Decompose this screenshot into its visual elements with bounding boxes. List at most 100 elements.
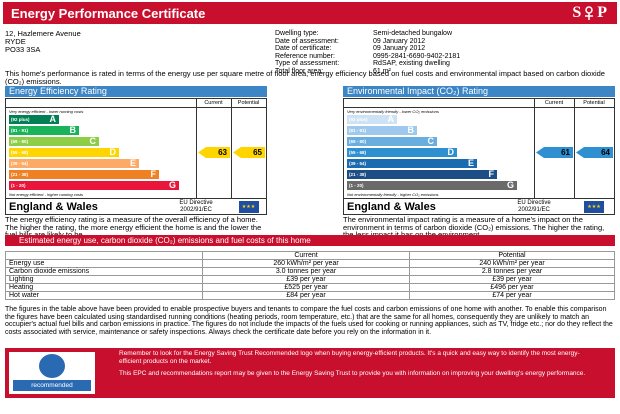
table-row: Energy use 260 kWh/m² per year 240 kWh/m² …	[5, 259, 615, 268]
header-bar: Energy Performance Certificate S P	[3, 2, 617, 24]
column-header: Potential	[237, 100, 260, 106]
table-cell: £39 per year	[409, 275, 615, 284]
table-cell: £84 per year	[202, 291, 410, 300]
band-letter: A	[387, 114, 395, 124]
column-rule	[534, 99, 535, 199]
detail-row: Date of assessment: 09 January 2012	[275, 37, 425, 46]
table-cell: 2.8 tonnes per year	[409, 267, 615, 276]
detail-row: Dwelling type: Semi-detached bungalow	[275, 30, 452, 38]
detail-label: Dwelling type:	[275, 30, 319, 37]
table-cell: Hot water	[5, 291, 203, 300]
detail-row: Reference number: 0995-2841-6690-9402-218…	[275, 52, 460, 61]
table-row: Heating £525 per year £496 per year	[5, 283, 615, 292]
band: (92 plus) A	[347, 115, 397, 124]
footer-text: This EPC and recommendations report may …	[119, 370, 586, 377]
band-letter: B	[69, 125, 77, 135]
detail-value: 61 m²	[373, 67, 391, 75]
band-range: (92 plus)	[11, 117, 30, 122]
rule	[6, 198, 266, 199]
table-cell: 240 kWh/m² per year	[409, 259, 615, 268]
band-range: (39 - 54)	[349, 161, 367, 166]
footer: recommended Remember to look for the Ene…	[5, 348, 615, 398]
address: 12, Hazlemere Avenue RYDE PO33 3SA	[5, 30, 81, 54]
band-range: (55 - 68)	[349, 150, 367, 155]
directive-line: EU Directive	[179, 200, 213, 206]
band: (21 - 38) F	[9, 170, 159, 179]
logo-text: recommended	[13, 380, 91, 391]
detail-value: 09 January 2012	[373, 45, 426, 52]
detail-row: Type of assessment: RdSAP, existing dwell…	[275, 60, 450, 68]
note: The figures in the table above have been…	[5, 306, 613, 337]
region: England & Wales	[9, 201, 98, 213]
detail-label: Reference number:	[275, 52, 335, 60]
table-cell: £39 per year	[202, 275, 410, 284]
detail-value: Semi-detached bungalow	[373, 30, 452, 37]
directive: EU Directive 2002/91/EC	[504, 200, 564, 213]
directive-line: 2002/91/EC	[180, 206, 212, 213]
top-note: Very energy efficient - lower running co…	[9, 109, 84, 114]
rating-panel: Environmental Impact (CO₂) Rating Current…	[343, 86, 615, 238]
detail-row: Total floor area: 61 m²	[275, 67, 391, 76]
region: England & Wales	[347, 201, 436, 213]
logo-left: S	[572, 4, 582, 21]
address-line: PO33 3SA	[5, 45, 41, 54]
details: Dwelling type: Semi-detached bungalow Date…	[275, 30, 460, 76]
detail-label: Type of assessment:	[275, 60, 340, 67]
table-row: Lighting £39 per year £39 per year	[5, 275, 615, 284]
rating-panel: Energy Efficiency Rating Current Potential…	[5, 86, 267, 238]
column-header: Current	[204, 100, 223, 106]
band: (39 - 54) E	[9, 159, 139, 168]
directive-line: 2002/91/EC	[518, 206, 550, 213]
potential-rating: 65	[233, 147, 265, 158]
band-letter: F	[150, 169, 157, 179]
band: (21 - 38) F	[347, 170, 497, 179]
column-header: Current	[544, 100, 564, 106]
table-header: Current Potential	[5, 251, 615, 260]
rating-chart: Current Potential Very environmentally fri…	[343, 98, 615, 215]
detail-label: Total floor area:	[275, 67, 324, 75]
band-range: (81 - 91)	[11, 128, 29, 133]
top-note: Very environmentally friendly - lower CO…	[347, 109, 439, 114]
band: (55 - 68) D	[9, 148, 119, 157]
band-letter: F	[488, 169, 495, 179]
current-rating: 61	[536, 147, 573, 158]
band: (39 - 54) E	[347, 159, 477, 168]
table-cell: £74 per year	[409, 291, 615, 300]
header-cell: Current	[202, 251, 410, 260]
detail-value: 09 January 2012	[373, 37, 426, 45]
logo-icon	[585, 6, 594, 20]
directive: EU Directive 2002/91/EC	[166, 200, 226, 213]
column-rule	[574, 99, 575, 199]
rule	[344, 107, 614, 108]
band: (1 - 20) G	[9, 181, 179, 190]
section-title: Estimated energy use, carbon dioxide (CO…	[5, 235, 615, 246]
band-range: (92 plus)	[349, 117, 368, 122]
band: (69 - 80) C	[347, 137, 437, 146]
detail-label: Date of assessment:	[275, 37, 339, 45]
rule	[6, 107, 266, 108]
header-cell	[5, 251, 203, 260]
bottom-note: Not energy efficient - higher running co…	[9, 192, 84, 197]
detail-label: Date of certificate:	[275, 45, 332, 52]
band-letter: G	[168, 180, 176, 190]
title: Energy Performance Certificate	[11, 6, 206, 21]
table-cell: Carbon dioxide emissions	[5, 267, 203, 276]
table-cell: Lighting	[5, 275, 203, 284]
table-row: Carbon dioxide emissions 3.0 tonnes per y…	[5, 267, 615, 276]
eu-flag: ★★★	[584, 201, 604, 213]
sap-logo: S P	[572, 4, 607, 22]
column-header: Potential	[583, 100, 605, 106]
band-letter: E	[467, 158, 474, 168]
detail-value: 0995-2841-6690-9402-2181	[373, 52, 461, 60]
estimates-table: Current Potential Energy use 260 kWh/m² per…	[5, 251, 615, 300]
band-range: (21 - 38)	[11, 172, 29, 177]
band-letter: D	[447, 147, 455, 157]
header-cell: Potential	[409, 251, 615, 260]
band-letter: G	[506, 180, 514, 190]
detail-value: RdSAP, existing dwelling	[373, 60, 450, 67]
band-letter: A	[49, 114, 57, 124]
band-letter: C	[89, 136, 97, 146]
band-range: (69 - 80)	[11, 139, 29, 144]
panel-title: Environmental Impact (CO₂) Rating	[343, 86, 615, 97]
